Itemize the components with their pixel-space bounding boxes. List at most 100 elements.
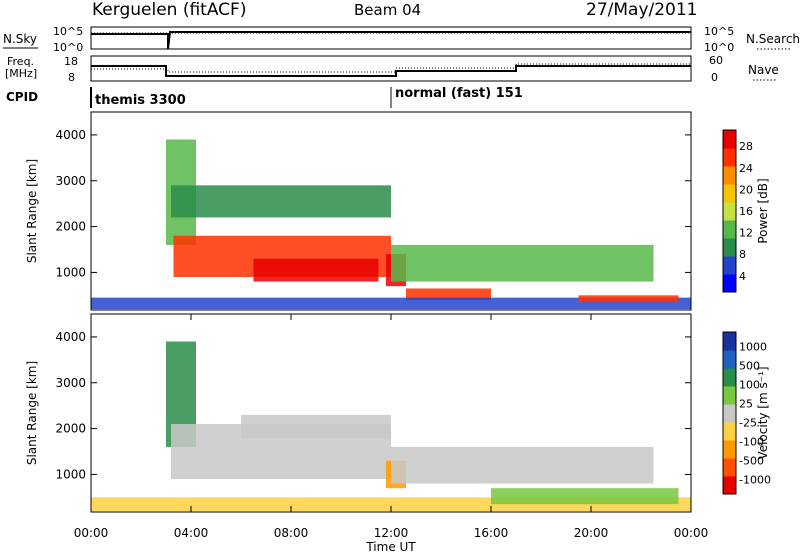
- power-colorbar-label: Power [dB]: [756, 178, 770, 243]
- xtick-label-2: 08:00: [274, 526, 309, 540]
- nsky-frame: [90, 26, 692, 50]
- ytick-label-0-0: 1000: [55, 265, 86, 279]
- colorbar-swatch-0-6: [723, 166, 736, 185]
- power-y-axis: 1000 2000 3000 4000: [55, 128, 691, 279]
- colorbar-swatch-0-3: [723, 220, 736, 239]
- ytick-label-0-1: 2000: [55, 220, 86, 234]
- colorbar-swatch-0-0: [723, 274, 736, 293]
- ytick-label-0-2: 3000: [55, 174, 86, 188]
- colorbar-frame-1: [722, 331, 737, 495]
- xtick-label-3: 12:00: [374, 526, 409, 540]
- power-panel: 1000 2000 3000 4000 Slant Range [km] 28 24 20…: [25, 111, 770, 311]
- colorbar-swatch-1-4: [723, 404, 736, 423]
- colorbar-swatch-0-8: [723, 130, 736, 149]
- velocity-ylabel: Slant Range [km]: [25, 361, 39, 465]
- nave-right-tick-bottom: 0: [711, 71, 718, 84]
- colorbar-swatch-1-3: [723, 422, 736, 441]
- colorbar-swatch-1-7: [723, 350, 736, 369]
- scatter-region-1-6: [491, 488, 679, 505]
- power-ylabel: Slant Range [km]: [25, 159, 39, 263]
- colorbar-swatch-1-2: [723, 440, 736, 459]
- colorbar-tick-1-7: -1000: [739, 474, 771, 487]
- velocity-panel: 1000 2000 3000 4000 00:00 04:00 08:00 12:00 16:…: [25, 313, 771, 554]
- nsky-panel: N.Sky 10^5 10^0 10^5 10^0 N.Search: [3, 25, 800, 54]
- nave-label: Nave: [748, 63, 779, 77]
- colorbar-tick-0-0: 28: [739, 140, 753, 153]
- freq-trace: [91, 65, 691, 77]
- colorbar-swatch-1-5: [723, 386, 736, 405]
- colorbar-tick-1-6: -500: [739, 455, 764, 468]
- freq-label-line1: Freq.: [7, 55, 34, 68]
- velocity-colorbar-label: Velocity [m s⁻¹]: [756, 366, 770, 459]
- scatter-region-0-3: [253, 258, 379, 282]
- colorbar-swatch-1-0: [723, 476, 736, 495]
- ytick-label-1-2: 3000: [55, 376, 86, 390]
- ytick-label-1-3: 4000: [55, 330, 86, 344]
- station-title: Kerguelen (fitACF): [92, 0, 246, 20]
- colorbar-swatch-0-4: [723, 202, 736, 221]
- velocity-y-axis: 1000 2000 3000 4000: [55, 330, 691, 481]
- colorbar-swatch-1-1: [723, 458, 736, 477]
- beam-title: Beam 04: [354, 1, 421, 19]
- colorbar-swatch-0-5: [723, 184, 736, 203]
- time-axis-label: Time UT: [365, 540, 416, 554]
- scatter-region-0-5: [391, 244, 654, 282]
- colorbar-tick-0-3: 16: [739, 205, 753, 218]
- colorbar-tick-0-4: 12: [739, 227, 753, 240]
- ytick-label-1-0: 1000: [55, 467, 86, 481]
- velocity-colorbar: 1000 500 100 25 -25 -100 -500 -1000: [722, 331, 771, 495]
- nsky-left-tick-bottom: 10^0: [53, 41, 83, 54]
- freq-label-line2: [MHz]: [5, 67, 37, 80]
- nsky-left-tick-top: 10^5: [53, 25, 83, 38]
- xtick-label-6: 00:00: [674, 526, 709, 540]
- colorbar-swatch-1-6: [723, 368, 736, 387]
- colorbar-tick-1-3: 25: [739, 397, 753, 410]
- power-frame: [90, 111, 692, 311]
- colorbar-swatch-0-1: [723, 256, 736, 275]
- nsky-label: N.Sky: [3, 32, 37, 46]
- xtick-label-4: 16:00: [474, 526, 509, 540]
- colorbar-tick-1-2: 100: [739, 378, 760, 391]
- cpid-mode-1: themis 3300: [95, 93, 186, 108]
- colorbar-tick-1-5: -100: [739, 436, 764, 449]
- cpid-mode-2: normal (fast) 151: [395, 86, 523, 101]
- freq-panel: Freq. [MHz] 18 8 60 0 Nave: [5, 54, 779, 84]
- nsky-trace: [91, 31, 691, 50]
- freq-left-tick-top: 18: [64, 55, 78, 68]
- scatter-region-1-2: [241, 414, 391, 438]
- date-title: 27/May/2011: [586, 0, 698, 20]
- colorbar-tick-1-0: 1000: [739, 340, 767, 353]
- time-x-axis: 00:00 04:00 08:00 12:00 16:00 20:00 00:00: [74, 314, 709, 540]
- cpid-label: CPID: [6, 90, 38, 104]
- xtick-label-1: 04:00: [174, 526, 209, 540]
- nsky-right-tick-top: 10^5: [704, 25, 734, 38]
- colorbar-tick-0-2: 20: [739, 183, 753, 196]
- nave-trace: [91, 63, 691, 73]
- colorbar-swatch-0-2: [723, 238, 736, 257]
- ytick-label-0-3: 4000: [55, 128, 86, 142]
- colorbar-tick-1-4: -25: [739, 417, 757, 430]
- scatter-region-0-7: [91, 297, 691, 310]
- velocity-heatmap: [91, 341, 691, 512]
- colorbar-swatch-1-8: [723, 332, 736, 351]
- colorbar-tick-0-5: 8: [739, 248, 746, 261]
- nave-right-tick-top: 60: [709, 54, 723, 67]
- colorbar-frame-0: [722, 129, 737, 293]
- scatter-region-0-6: [406, 288, 491, 300]
- freq-frame: [90, 55, 692, 82]
- xtick-label-0: 00:00: [74, 526, 109, 540]
- nsky-right-tick-bottom: 10^0: [704, 41, 734, 54]
- scatter-region-0-1: [171, 185, 391, 218]
- colorbar-tick-1-1: 500: [739, 359, 760, 372]
- colorbar-tick-0-6: 4: [739, 270, 746, 283]
- ytick-label-1-1: 2000: [55, 422, 86, 436]
- scatter-region-0-8: [578, 295, 679, 303]
- cpid-row: CPID themis 3300 normal (fast) 151: [6, 86, 523, 108]
- colorbar-swatch-0-7: [723, 148, 736, 167]
- power-heatmap: [91, 139, 691, 310]
- scatter-region-1-4: [391, 446, 654, 484]
- colorbar-tick-0-1: 24: [739, 162, 753, 175]
- nsearch-label: N.Search: [746, 32, 800, 46]
- power-colorbar: 28 24 20 16 12 8 4: [722, 129, 753, 293]
